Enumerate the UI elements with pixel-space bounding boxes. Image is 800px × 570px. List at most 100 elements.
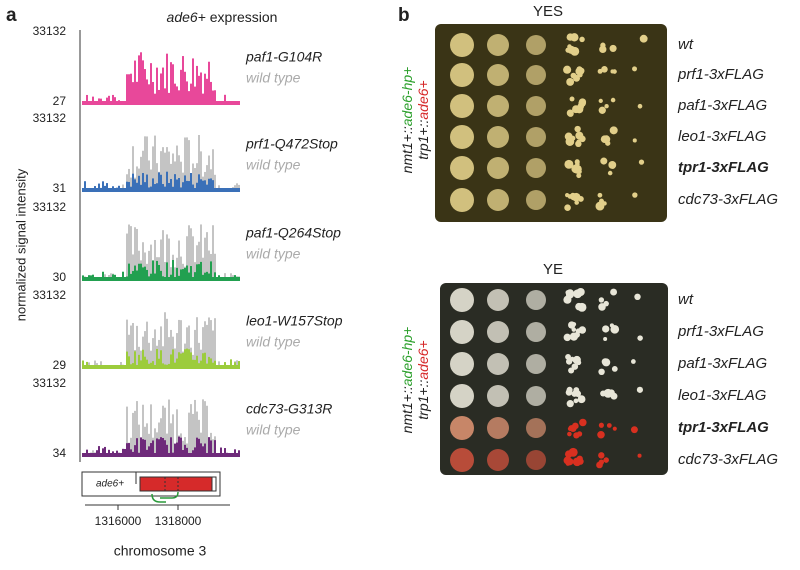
- mutant-bar: [224, 362, 226, 366]
- colony: [565, 389, 573, 396]
- gene-diagram: [81, 471, 221, 503]
- colony-spot: [487, 417, 509, 439]
- wild-type-bar: [130, 226, 132, 278]
- mutant-bar: [208, 437, 210, 454]
- mutant-bar: [102, 448, 104, 454]
- wild-type-bar: [128, 334, 130, 366]
- wild-type-bar: [126, 174, 128, 189]
- mutant-bar: [162, 67, 164, 102]
- wild-type-bar: [188, 412, 190, 454]
- mutant-bar: [130, 186, 132, 189]
- mutant-bar: [196, 437, 198, 454]
- strain-label: prf1-3xFLAG: [677, 323, 764, 340]
- wild-type-bar: [132, 323, 134, 366]
- side-text: ade6+: [415, 340, 431, 379]
- wild-type-bar: [168, 399, 170, 454]
- colony: [637, 453, 642, 458]
- mutant-bar: [148, 84, 150, 102]
- mutant-bar: [126, 181, 128, 189]
- mutant-bar: [140, 52, 142, 102]
- colony: [610, 288, 618, 296]
- wild-type-bar: [132, 412, 134, 454]
- mutant-bar: [114, 97, 116, 102]
- colony-spot: [450, 416, 474, 440]
- signal-track: [82, 224, 240, 281]
- colony: [611, 365, 618, 372]
- mutant-bar: [136, 270, 138, 278]
- title-rest: expression: [210, 9, 278, 25]
- wild-type-bar: [154, 329, 156, 366]
- wild-type-bar: [130, 325, 132, 366]
- colony: [577, 395, 586, 404]
- mutant-bar: [102, 271, 104, 278]
- wild-type-bar: [188, 140, 190, 189]
- side-label: nmt1+::ade6-hp+: [399, 327, 415, 434]
- wild-type-bar: [176, 145, 178, 189]
- mutant-bar: [168, 363, 170, 366]
- colony: [563, 333, 572, 342]
- wild-type-bar: [178, 319, 180, 366]
- mutant-bar: [124, 448, 126, 454]
- colony: [632, 138, 637, 143]
- wild-type-bar: [164, 312, 166, 366]
- wild-type-bar: [172, 414, 174, 454]
- strain-label: cdc73-3xFLAG: [678, 191, 778, 208]
- wild-type-bar: [154, 135, 156, 189]
- x-axis-label: chromosome 3: [114, 543, 207, 559]
- mutant-bar: [204, 272, 206, 278]
- mutant-bar: [172, 186, 174, 189]
- colony: [576, 431, 583, 437]
- mutant-bar: [132, 82, 134, 102]
- wild-type-bar: [146, 136, 148, 189]
- mutant-bar: [186, 81, 188, 102]
- mutant-bar: [210, 261, 212, 278]
- wild-type-bar: [184, 137, 186, 189]
- mutant-bar: [184, 175, 186, 189]
- mutant-label: paf1-G104R: [245, 49, 322, 65]
- wild-type-bar: [140, 350, 142, 366]
- mutant-bar: [168, 92, 170, 102]
- mutant-bar: [138, 55, 140, 102]
- mutant-bar: [200, 360, 202, 366]
- colony-spot: [526, 96, 546, 116]
- wild-type-bar: [180, 320, 182, 366]
- signal-track: [82, 399, 240, 457]
- mutant-bar: [194, 359, 196, 366]
- mutant-bar: [154, 184, 156, 189]
- wild-type-bar: [126, 319, 128, 366]
- wild-type-bar: [144, 136, 146, 189]
- wild-type-bar: [156, 163, 158, 189]
- mutant-bar: [152, 260, 154, 278]
- mutant-bar: [198, 75, 200, 102]
- colony-spot: [526, 386, 546, 406]
- colony: [608, 161, 617, 169]
- x-tick-label: 1318000: [155, 514, 202, 528]
- mutant-bar: [128, 356, 130, 366]
- strain-label: leo1-3xFLAG: [678, 387, 767, 404]
- wild-type-bar: [166, 234, 168, 278]
- mutant-label: leo1-W157Stop: [246, 313, 343, 329]
- mutant-bar: [140, 360, 142, 366]
- wild-type-bar: [142, 404, 144, 454]
- wild-type-bar: [110, 273, 112, 278]
- strain-label: paf1-3xFLAG: [677, 97, 768, 114]
- mutant-bar: [156, 348, 158, 366]
- mutant-bar: [176, 358, 178, 366]
- mutant-bar: [188, 272, 190, 278]
- mutant-bar: [150, 63, 152, 102]
- mutant-bar: [102, 181, 104, 189]
- mutant-bar: [192, 184, 194, 189]
- colony: [598, 368, 605, 376]
- mutant-bar: [200, 179, 202, 189]
- colony: [570, 33, 579, 42]
- mutant-bar: [132, 173, 134, 189]
- wild-type-bar: [108, 275, 110, 278]
- mutant-bar: [174, 174, 176, 189]
- colony: [603, 336, 608, 341]
- plate-title: YE: [543, 261, 563, 278]
- colony: [571, 363, 579, 370]
- colony-spot: [487, 289, 509, 311]
- wild-type-bar: [150, 404, 152, 454]
- colony-spot: [450, 288, 474, 312]
- gene-box: [81, 471, 221, 497]
